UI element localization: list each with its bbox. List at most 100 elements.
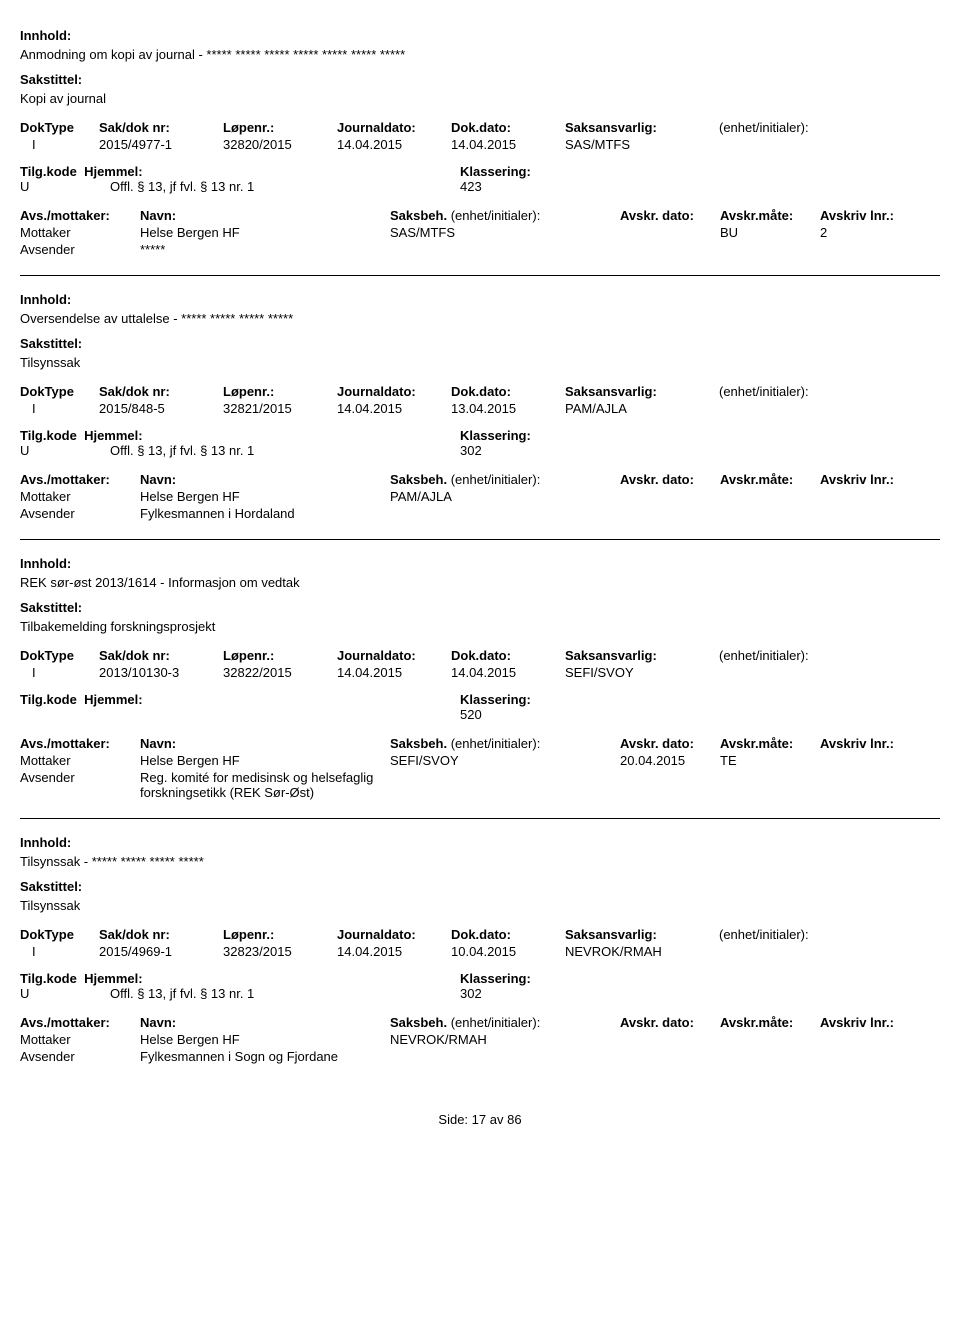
meta-values: I 2015/4969-1 32823/2015 14.04.2015 10.0… bbox=[20, 944, 940, 959]
klass-header: Tilg.kode Hjemmel: Klassering: bbox=[20, 164, 940, 179]
saksansvarlig-value: SEFI/SVOY bbox=[565, 665, 715, 680]
meta-header: DokType Sak/dok nr: Løpenr.: Journaldato… bbox=[20, 927, 940, 942]
journaldato-value: 14.04.2015 bbox=[337, 944, 447, 959]
journal-record: Innhold:Oversendelse av uttalelse - ****… bbox=[20, 276, 940, 540]
party-header: Avs./mottaker: Navn: Saksbeh. (enhet/ini… bbox=[20, 736, 940, 751]
lopenr-value: 32823/2015 bbox=[223, 944, 333, 959]
party-navn: Reg. komité for medisinsk og helsefaglig… bbox=[140, 770, 390, 800]
party-navn: Helse Bergen HF bbox=[140, 489, 390, 504]
party-avskriv-lnr bbox=[820, 1032, 920, 1047]
tilgkode-label: Tilg.kode bbox=[20, 692, 77, 707]
tilgkode-label: Tilg.kode bbox=[20, 164, 77, 179]
sakdok-value: 2015/4977-1 bbox=[99, 137, 219, 152]
avsmottaker-label: Avs./mottaker: bbox=[20, 208, 140, 223]
sakdok-value: 2015/848-5 bbox=[99, 401, 219, 416]
sakdok-label: Sak/dok nr: bbox=[99, 648, 219, 663]
sakstittel-label: Sakstittel: bbox=[20, 72, 940, 87]
saksbeh-label: Saksbeh. (enhet/initialer): bbox=[390, 208, 620, 223]
journaldato-value: 14.04.2015 bbox=[337, 401, 447, 416]
doktype-value: I bbox=[20, 944, 95, 959]
sakdok-label: Sak/dok nr: bbox=[99, 927, 219, 942]
party-saksbeh: SEFI/SVOY bbox=[390, 753, 620, 768]
saksbeh-label: Saksbeh. (enhet/initialer): bbox=[390, 736, 620, 751]
sakdok-value: 2013/10130-3 bbox=[99, 665, 219, 680]
enhet-label: (enhet/initialer): bbox=[719, 927, 869, 942]
party-header: Avs./mottaker: Navn: Saksbeh. (enhet/ini… bbox=[20, 1015, 940, 1030]
tilgkode-value: U bbox=[20, 986, 110, 1001]
avskr-mate-label: Avskr.måte: bbox=[720, 1015, 820, 1030]
innhold-label: Innhold: bbox=[20, 835, 940, 850]
party-avskriv-lnr: 2 bbox=[820, 225, 920, 240]
party-role: Mottaker bbox=[20, 225, 140, 240]
party-avskr-mate: TE bbox=[720, 753, 820, 768]
party-navn: Helse Bergen HF bbox=[140, 753, 390, 768]
party-role: Avsender bbox=[20, 506, 140, 521]
party-row: Avsender ***** bbox=[20, 242, 940, 257]
party-avskr-mate bbox=[720, 489, 820, 504]
party-avskriv-lnr bbox=[820, 489, 920, 504]
saksansvarlig-label: Saksansvarlig: bbox=[565, 927, 715, 942]
saksansvarlig-label: Saksansvarlig: bbox=[565, 384, 715, 399]
tilgkode-value bbox=[20, 707, 110, 722]
avskr-dato-label: Avskr. dato: bbox=[620, 472, 720, 487]
dokdato-value: 14.04.2015 bbox=[451, 665, 561, 680]
avsmottaker-label: Avs./mottaker: bbox=[20, 1015, 140, 1030]
saksansvarlig-label: Saksansvarlig: bbox=[565, 120, 715, 135]
avskr-dato-label: Avskr. dato: bbox=[620, 208, 720, 223]
party-row: Avsender Fylkesmannen i Hordaland bbox=[20, 506, 940, 521]
innhold-value: REK sør-øst 2013/1614 - Informasjon om v… bbox=[20, 575, 940, 590]
avskriv-lnr-label: Avskriv lnr.: bbox=[820, 208, 920, 223]
party-avskriv-lnr bbox=[820, 770, 920, 800]
sakstittel-label: Sakstittel: bbox=[20, 600, 940, 615]
hjemmel-label: Hjemmel: bbox=[84, 428, 143, 443]
party-role: Mottaker bbox=[20, 1032, 140, 1047]
avskr-mate-label: Avskr.måte: bbox=[720, 208, 820, 223]
journal-record: Innhold:Tilsynssak - ***** ***** ***** *… bbox=[20, 819, 940, 1082]
page-footer: Side: 17 av 86 bbox=[20, 1112, 940, 1127]
party-saksbeh: PAM/AJLA bbox=[390, 489, 620, 504]
hjemmel-value: Offl. § 13, jf fvl. § 13 nr. 1 bbox=[110, 986, 460, 1001]
page-current: 17 bbox=[472, 1112, 486, 1127]
party-row: Mottaker Helse Bergen HF PAM/AJLA bbox=[20, 489, 940, 504]
navn-label: Navn: bbox=[140, 736, 390, 751]
doktype-value: I bbox=[20, 665, 95, 680]
saksansvarlig-value: NEVROK/RMAH bbox=[565, 944, 715, 959]
saksansvarlig-label: Saksansvarlig: bbox=[565, 648, 715, 663]
party-avskr-mate bbox=[720, 1032, 820, 1047]
tilgkode-value: U bbox=[20, 443, 110, 458]
enhet-label: (enhet/initialer): bbox=[719, 384, 869, 399]
sakstittel-label: Sakstittel: bbox=[20, 879, 940, 894]
sakstittel-label: Sakstittel: bbox=[20, 336, 940, 351]
hjemmel-label: Hjemmel: bbox=[84, 692, 143, 707]
navn-label: Navn: bbox=[140, 472, 390, 487]
sakstittel-value: Tilbakemelding forskningsprosjekt bbox=[20, 619, 940, 634]
avskr-dato-label: Avskr. dato: bbox=[620, 1015, 720, 1030]
avsmottaker-label: Avs./mottaker: bbox=[20, 472, 140, 487]
journaldato-label: Journaldato: bbox=[337, 927, 447, 942]
avskr-dato-label: Avskr. dato: bbox=[620, 736, 720, 751]
party-row: Avsender Fylkesmannen i Sogn og Fjordane bbox=[20, 1049, 940, 1064]
meta-header: DokType Sak/dok nr: Løpenr.: Journaldato… bbox=[20, 120, 940, 135]
doktype-value: I bbox=[20, 137, 95, 152]
party-role: Avsender bbox=[20, 1049, 140, 1064]
innhold-label: Innhold: bbox=[20, 28, 940, 43]
meta-values: I 2015/4977-1 32820/2015 14.04.2015 14.0… bbox=[20, 137, 940, 152]
klass-header: Tilg.kode Hjemmel: Klassering: bbox=[20, 692, 940, 707]
klassering-value: 302 bbox=[460, 986, 660, 1001]
party-avskr-dato bbox=[620, 242, 720, 257]
innhold-label: Innhold: bbox=[20, 292, 940, 307]
sakdok-label: Sak/dok nr: bbox=[99, 120, 219, 135]
lopenr-label: Løpenr.: bbox=[223, 648, 333, 663]
saksansvarlig-value: PAM/AJLA bbox=[565, 401, 715, 416]
klassering-label: Klassering: bbox=[460, 692, 660, 707]
avskr-mate-label: Avskr.måte: bbox=[720, 472, 820, 487]
side-label: Side: bbox=[438, 1112, 468, 1127]
innhold-label: Innhold: bbox=[20, 556, 940, 571]
party-avskr-dato: 20.04.2015 bbox=[620, 753, 720, 768]
doktype-label: DokType bbox=[20, 120, 95, 135]
doktype-value: I bbox=[20, 401, 95, 416]
sakstittel-value: Kopi av journal bbox=[20, 91, 940, 106]
journal-list: Innhold:Anmodning om kopi av journal - *… bbox=[20, 12, 940, 1082]
klass-header: Tilg.kode Hjemmel: Klassering: bbox=[20, 971, 940, 986]
klassering-label: Klassering: bbox=[460, 164, 660, 179]
